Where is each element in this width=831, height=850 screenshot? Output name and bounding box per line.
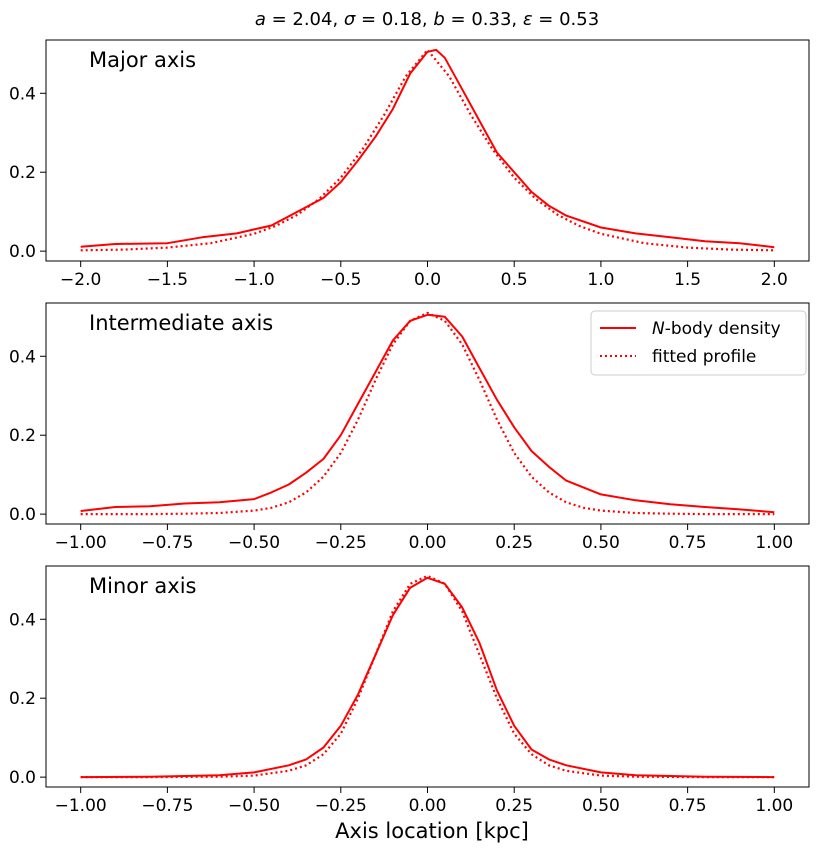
- x-tick-label: −0.75: [141, 796, 193, 816]
- x-tick-label: −0.25: [315, 533, 367, 553]
- x-tick-label: −0.50: [228, 533, 280, 553]
- x-tick-label: 0.50: [582, 796, 620, 816]
- y-tick-label: 0.4: [9, 347, 36, 367]
- x-tick-label: 1.00: [755, 533, 793, 553]
- x-tick-label: −0.25: [315, 796, 367, 816]
- x-tick-label: −1.00: [55, 796, 107, 816]
- panel-label: Intermediate axis: [89, 311, 273, 335]
- panel-label: Major axis: [89, 48, 196, 72]
- x-tick-label: −1.0: [233, 270, 274, 290]
- panel-3: −1.00 −0.75 −0.50 −0.25 0.00 0.25 0.50 0.75 1.00…: [9, 565, 810, 816]
- legend-box: [590, 310, 807, 376]
- fitted-profile-line: [80, 574, 775, 779]
- panel-1: −2.0 −1.5 −1.0 −0.5 0.0 0.5 1.0 1.5 2.0 0.0 0.2 0.4…: [9, 39, 810, 290]
- x-tick-label: 0.25: [495, 533, 533, 553]
- x-tick-label: 0.5: [501, 270, 528, 290]
- x-tick-label: 0.75: [669, 796, 707, 816]
- y-tick-label: 0.0: [9, 768, 36, 788]
- y-tick-label: 0.0: [9, 242, 36, 262]
- x-tick-label: 1.0: [587, 270, 614, 290]
- axes-frame: [45, 565, 810, 788]
- x-tick-label: 0.00: [409, 796, 447, 816]
- y-tick-label: 0.2: [9, 689, 36, 709]
- y-tick-label: 0.2: [9, 426, 36, 446]
- y-tick-label: 0.2: [9, 163, 36, 183]
- legend: N-body density fitted profile: [590, 310, 807, 376]
- x-tick-label: 0.50: [582, 533, 620, 553]
- nbody-density-line: [80, 48, 775, 249]
- x-tick-label: 0.00: [409, 533, 447, 553]
- x-tick-label: 0.0: [414, 270, 441, 290]
- x-tick-label: −1.5: [147, 270, 188, 290]
- x-tick-label: 1.00: [755, 796, 793, 816]
- x-tick-label: 0.25: [495, 796, 533, 816]
- x-tick-label: −1.00: [55, 533, 107, 553]
- figure-title: a = 2.04, σ = 0.18, b = 0.33, ε = 0.53: [255, 9, 599, 30]
- fitted-profile-line: [80, 48, 775, 252]
- x-tick-label: −2.0: [60, 270, 101, 290]
- axes-frame: [45, 39, 810, 262]
- y-tick-label: 0.4: [9, 610, 36, 630]
- x-tick-label: −0.75: [141, 533, 193, 553]
- panel-2: −1.00 −0.75 −0.50 −0.25 0.00 0.25 0.50 0.75 1.00…: [9, 302, 810, 553]
- x-axis-label: Axis location [kpc]: [335, 819, 529, 843]
- x-tick-label: 2.0: [761, 270, 788, 290]
- panel-label: Minor axis: [89, 574, 197, 598]
- y-tick-label: 0.0: [9, 505, 36, 525]
- nbody-density-line: [80, 576, 775, 779]
- fitted-profile-line: [80, 311, 775, 516]
- x-tick-label: −0.50: [228, 796, 280, 816]
- legend-label: N-body density: [652, 319, 781, 339]
- y-tick-label: 0.4: [9, 84, 36, 104]
- legend-label: fitted profile: [652, 347, 756, 367]
- x-tick-label: 1.5: [674, 270, 701, 290]
- x-tick-label: 0.75: [669, 533, 707, 553]
- x-tick-label: −0.5: [320, 270, 361, 290]
